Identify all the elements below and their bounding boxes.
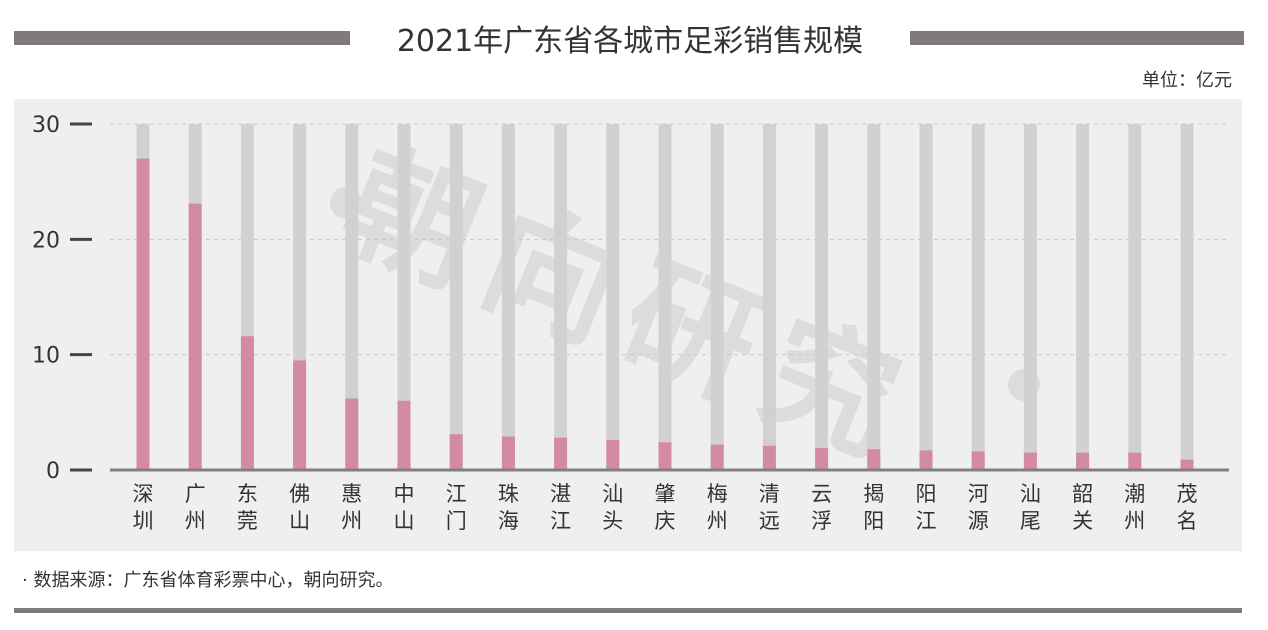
x-tick-label: 深 (133, 482, 154, 506)
bar (240, 336, 254, 470)
bar-track (710, 124, 724, 470)
bar (867, 449, 881, 470)
bar (710, 444, 724, 470)
chart-title: 2021年广东省各城市足彩销售规模 (396, 24, 864, 59)
bar-track (658, 124, 672, 470)
bar-track (606, 124, 620, 470)
bar (449, 434, 463, 470)
y-tick-label: 0 (46, 459, 60, 484)
bar-track (867, 124, 881, 470)
bar-track (554, 124, 568, 470)
bar (815, 448, 829, 470)
bar-track (1180, 124, 1194, 470)
x-tick-label: 茂 (1177, 482, 1198, 506)
bottom-rule (14, 608, 1242, 613)
x-tick-label: 山 (394, 509, 415, 533)
y-tick-label: 20 (32, 228, 60, 253)
x-tick-label: 州 (185, 509, 206, 533)
bar-track (815, 124, 829, 470)
x-tick-label: 江 (550, 509, 571, 533)
bar (919, 450, 933, 470)
x-tick-label: 潮 (1124, 482, 1145, 506)
x-tick-label: 头 (602, 509, 623, 533)
x-tick-label: 关 (1072, 509, 1093, 533)
x-tick-label: 阳 (863, 509, 884, 533)
bar-track (971, 124, 985, 470)
bar (1023, 452, 1037, 470)
bar (658, 442, 672, 470)
x-tick-label: 圳 (133, 509, 154, 533)
x-tick-label: 揭 (863, 482, 884, 506)
x-tick-label: 名 (1177, 509, 1198, 533)
x-tick-label: 州 (341, 509, 362, 533)
x-tick-label: 州 (1124, 509, 1145, 533)
x-tick-label: 中 (394, 482, 415, 506)
plot-panel: 朝向研究 0 10 20 30 深圳广州东莞佛山惠州中山江门珠海湛江汕头肇庆梅州清远云浮揭… (14, 99, 1242, 551)
bar-track (1128, 124, 1142, 470)
x-tick-label: 江 (446, 482, 467, 506)
bar (501, 436, 515, 470)
bar (397, 400, 411, 470)
y-tick-label: 30 (32, 113, 60, 138)
bar (554, 437, 568, 470)
bar (188, 203, 202, 470)
source-note: · 数据来源：广东省体育彩票中心，朝向研究。 (22, 570, 394, 591)
x-tick-label: 州 (707, 509, 728, 533)
x-tick-label: 广 (185, 482, 206, 506)
bar-track (345, 124, 359, 470)
x-tick-label: 韶 (1072, 482, 1093, 506)
bar-track (1023, 124, 1037, 470)
x-tick-label: 庆 (655, 509, 676, 533)
bar-chart: 朝向研究0102030深圳广州东莞佛山惠州中山江门珠海湛江汕头肇庆梅州清远云浮揭… (32, 113, 1229, 533)
x-tick-label: 云 (811, 482, 832, 506)
x-tick-label: 佛 (289, 482, 310, 506)
x-tick-label: 珠 (498, 482, 519, 506)
x-tick-label: 阳 (916, 482, 937, 506)
x-tick-label: 梅 (707, 482, 728, 506)
x-tick-label: 湛 (550, 482, 571, 506)
bar (136, 158, 150, 470)
bar-track (397, 124, 411, 470)
bar-track (1076, 124, 1090, 470)
unit-label: 单位：亿元 (1142, 70, 1232, 91)
x-tick-label: 海 (498, 509, 519, 533)
x-tick-label: 莞 (237, 509, 258, 533)
bar (293, 360, 307, 470)
x-tick-label: 江 (916, 509, 937, 533)
bar (1076, 452, 1090, 470)
x-tick-label: 惠 (341, 482, 362, 506)
bar-track (762, 124, 776, 470)
watermark: 朝向研究 (324, 124, 937, 490)
x-tick-label: 汕 (602, 482, 623, 506)
bar-track (501, 124, 515, 470)
y-tick-label: 10 (32, 344, 60, 369)
bar (762, 445, 776, 470)
bar (1128, 452, 1142, 470)
x-tick-label: 浮 (811, 509, 832, 533)
x-tick-label: 汕 (1020, 482, 1041, 506)
x-tick-label: 东 (237, 482, 258, 506)
title-rule-right (910, 31, 1244, 45)
x-tick-label: 门 (446, 509, 467, 533)
x-tick-label: 远 (759, 509, 780, 533)
x-tick-label: 清 (759, 482, 780, 506)
x-tick-label: 尾 (1020, 509, 1041, 533)
title-rule-left (14, 31, 350, 45)
bar (606, 440, 620, 470)
x-tick-label: 源 (968, 509, 989, 533)
bar-track (919, 124, 933, 470)
x-tick-label: 山 (289, 509, 310, 533)
x-tick-label: 肇 (655, 482, 676, 506)
bar-track (449, 124, 463, 470)
x-tick-label: 河 (968, 482, 989, 506)
bar (971, 451, 985, 470)
bar (345, 398, 359, 470)
bar (1180, 459, 1194, 470)
